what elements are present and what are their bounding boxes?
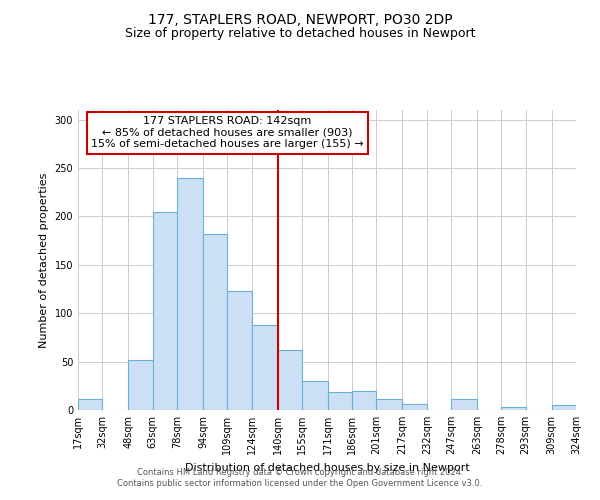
Bar (328, 392, 352, 410)
Text: Contains HM Land Registry data © Crown copyright and database right 2024.
Contai: Contains HM Land Registry data © Crown c… (118, 468, 482, 487)
Bar (128, 360, 152, 410)
Bar (376, 400, 403, 410)
Bar (203, 234, 227, 410)
Bar (177, 178, 203, 410)
Bar (302, 381, 328, 410)
Bar (403, 404, 427, 410)
Bar (352, 390, 376, 410)
Bar (227, 291, 251, 410)
Bar (502, 407, 526, 410)
Text: 177 STAPLERS ROAD: 142sqm
← 85% of detached houses are smaller (903)
15% of semi: 177 STAPLERS ROAD: 142sqm ← 85% of detac… (91, 116, 364, 149)
Bar (251, 325, 278, 410)
Bar (551, 405, 576, 410)
Text: Size of property relative to detached houses in Newport: Size of property relative to detached ho… (125, 28, 475, 40)
Bar (152, 212, 177, 410)
X-axis label: Distribution of detached houses by size in Newport: Distribution of detached houses by size … (185, 462, 469, 472)
Text: 177, STAPLERS ROAD, NEWPORT, PO30 2DP: 177, STAPLERS ROAD, NEWPORT, PO30 2DP (148, 12, 452, 26)
Bar (78, 400, 103, 410)
Bar (451, 400, 477, 410)
Y-axis label: Number of detached properties: Number of detached properties (39, 172, 49, 348)
Bar (278, 350, 302, 410)
